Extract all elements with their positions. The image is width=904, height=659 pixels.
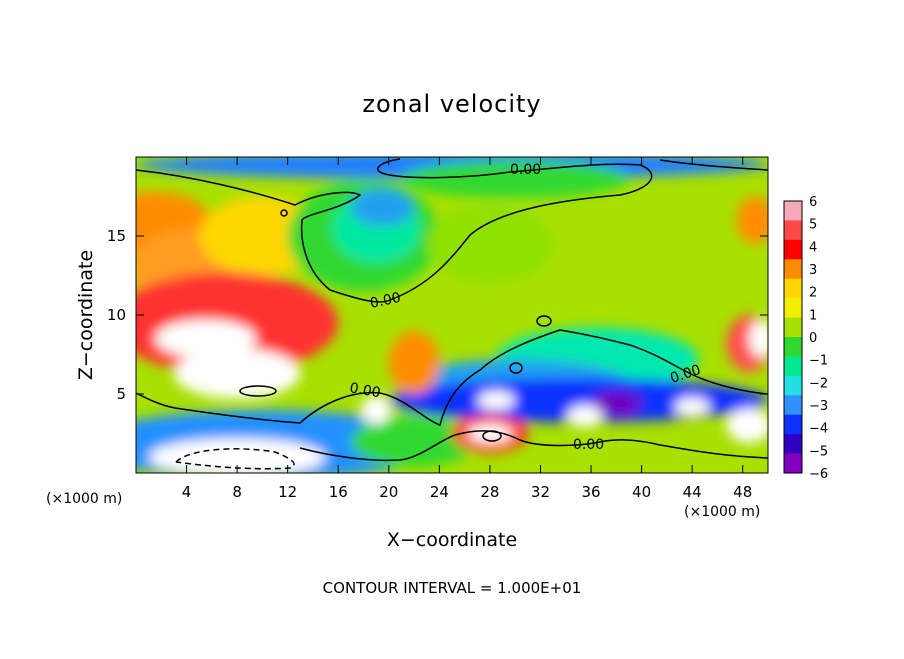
- colorbar-swatch: [784, 395, 802, 416]
- colorbar-tick-label: 6: [809, 195, 817, 210]
- contour-loop-c: [482, 430, 502, 442]
- x-unit-label: (×1000 m): [684, 504, 760, 520]
- contour-loop-e: [280, 209, 288, 217]
- colorbar-swatch: [784, 434, 802, 455]
- x-tick-label: 48: [733, 483, 752, 501]
- field-region-22: [477, 390, 516, 410]
- colorbar-swatch: [784, 239, 802, 260]
- colorbar-tick-label: −5: [809, 444, 828, 459]
- y-axis-label: Z−coordinate: [75, 250, 97, 380]
- contour-label-1: 0.00: [510, 162, 541, 178]
- field-region-11: [426, 204, 554, 284]
- field-region-26: [726, 408, 768, 443]
- field-region-24: [674, 397, 710, 417]
- contour-line-mid: [136, 329, 768, 426]
- contour-loop-a: [239, 385, 277, 397]
- y-unit-label: (×1000 m): [46, 491, 122, 507]
- field-region-25: [360, 395, 392, 425]
- contour-label-5: 0.00: [573, 437, 604, 453]
- y-tick-label: 5: [116, 385, 126, 403]
- contour-loop-d: [509, 362, 523, 374]
- contour-loop-b: [536, 315, 552, 327]
- colorbar-swatch: [784, 414, 802, 435]
- colorbar-swatch: [784, 356, 802, 377]
- field-region-29: [736, 196, 768, 244]
- contour-interval-note: CONTOUR INTERVAL = 1.000E+01: [323, 579, 582, 597]
- colorbar-swatch: [784, 375, 802, 396]
- colorbar-swatch: [784, 317, 802, 338]
- colorbar-tick-label: 4: [809, 240, 817, 255]
- x-tick-label: 40: [632, 483, 651, 501]
- x-tick-label: 36: [581, 483, 600, 501]
- x-tick-label: 16: [329, 483, 348, 501]
- y-axis-ticks: 5 10 15: [107, 227, 768, 403]
- colorbar-swatch: [784, 220, 802, 241]
- y-tick-label: 15: [107, 227, 126, 245]
- x-tick-label: 20: [379, 483, 398, 501]
- colorbar-frame: [783, 200, 803, 474]
- plot-area: 0.00 0.00 0.00 0.00 0.00: [136, 157, 768, 473]
- contour-line-dashed: [175, 448, 295, 470]
- field-region-28: [749, 319, 768, 358]
- colorbar-swatch: [784, 298, 802, 319]
- contour-labels: 0.00 0.00 0.00 0.00 0.00: [348, 162, 703, 453]
- field-region-17: [350, 416, 478, 467]
- field-region-19: [148, 438, 326, 473]
- contour-label-3: 0.00: [348, 380, 381, 401]
- x-tick-label: 28: [480, 483, 499, 501]
- colorbar-tick-label: −1: [809, 354, 828, 369]
- colorbar-tick-label: 1: [809, 308, 817, 323]
- field-region-8: [350, 188, 415, 227]
- x-tick-label: 32: [531, 483, 550, 501]
- colorbar-swatch: [784, 201, 802, 221]
- y-tick-label: 10: [107, 306, 126, 324]
- x-tick-label: 4: [182, 483, 192, 501]
- field-region-23: [567, 405, 603, 428]
- colorbar-tick-label: 5: [809, 218, 817, 233]
- x-tick-label: 12: [278, 483, 297, 501]
- colorbar-swatch: [784, 259, 802, 280]
- field-region-15: [591, 390, 642, 417]
- field-region-5: [173, 348, 301, 399]
- x-tick-label: 24: [430, 483, 449, 501]
- colorbar-tick-label: −4: [809, 422, 828, 437]
- x-axis-ticks: 4 8 12 16 20 24 28 32 36 40 44 48: [182, 157, 752, 501]
- contour-line-low: [299, 430, 768, 462]
- field-region-10: [401, 160, 629, 199]
- colorbar-swatch: [784, 278, 802, 299]
- colorbar: 6 5 4 3 2 1 0 −1 −2 −3 −4 −5 −6: [783, 195, 828, 482]
- field-region-18: [388, 330, 440, 394]
- field-region-14: [388, 378, 768, 423]
- contour-lines: [136, 158, 768, 470]
- contour-label-2: 0.00: [369, 290, 403, 312]
- contour-line-upper: [136, 158, 653, 303]
- chart-title: zonal velocity: [362, 90, 541, 118]
- x-tick-label: 8: [232, 483, 242, 501]
- contour-line-right-top: [659, 159, 768, 171]
- colorbar-tick-label: 2: [809, 286, 817, 301]
- colorbar-tick-label: −6: [809, 467, 828, 482]
- colorbar-swatch: [784, 453, 802, 474]
- colorbar-tick-label: 0: [809, 331, 817, 346]
- colorbar-swatch: [784, 337, 802, 357]
- x-tick-label: 44: [683, 483, 702, 501]
- x-axis-label: X−coordinate: [387, 529, 517, 551]
- field-region-21: [467, 424, 513, 443]
- colorbar-tick-label: −3: [809, 399, 828, 414]
- colorbar-tick-label: 3: [809, 263, 817, 278]
- colorbar-tick-label: −2: [809, 376, 828, 391]
- field-region-4: [154, 319, 257, 358]
